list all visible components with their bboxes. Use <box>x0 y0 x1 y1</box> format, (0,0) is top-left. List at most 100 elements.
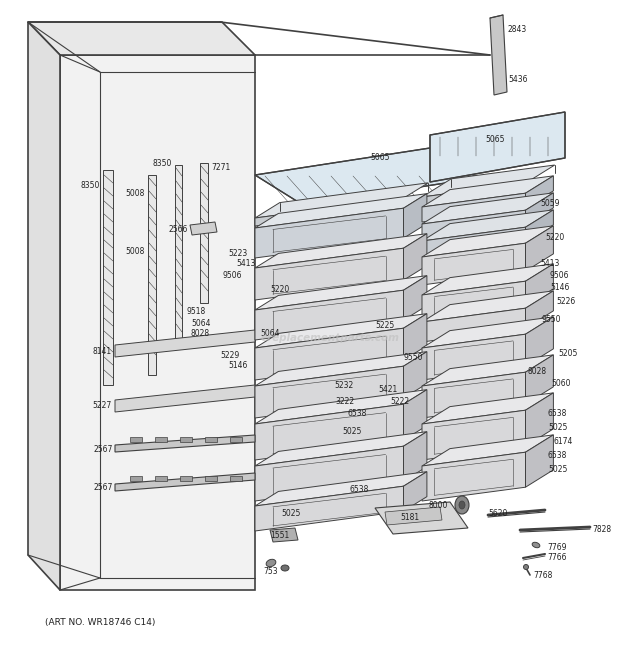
Polygon shape <box>422 210 526 239</box>
Polygon shape <box>255 366 404 418</box>
Polygon shape <box>255 198 404 226</box>
Polygon shape <box>255 248 404 300</box>
Polygon shape <box>255 233 427 268</box>
Text: 5064: 5064 <box>260 329 280 338</box>
Polygon shape <box>422 210 554 241</box>
Text: 5025: 5025 <box>281 508 300 518</box>
Polygon shape <box>255 446 404 501</box>
Text: 7271: 7271 <box>211 163 230 173</box>
Polygon shape <box>255 313 427 348</box>
Polygon shape <box>115 330 255 357</box>
Polygon shape <box>404 233 427 280</box>
Polygon shape <box>270 528 298 542</box>
Text: 5205: 5205 <box>558 348 577 358</box>
Text: 8028: 8028 <box>528 366 547 375</box>
Text: (ART NO. WR18746 C14): (ART NO. WR18746 C14) <box>45 619 156 627</box>
Polygon shape <box>526 226 554 271</box>
Bar <box>230 437 242 442</box>
Text: 5065: 5065 <box>370 153 389 161</box>
Polygon shape <box>115 473 255 491</box>
Polygon shape <box>190 222 217 235</box>
Polygon shape <box>255 404 404 460</box>
Bar <box>155 437 167 442</box>
Text: 8028: 8028 <box>191 329 210 338</box>
Text: 5421: 5421 <box>378 385 397 395</box>
Polygon shape <box>422 264 554 295</box>
Bar <box>130 476 142 481</box>
Polygon shape <box>526 355 554 404</box>
Polygon shape <box>255 183 428 218</box>
Ellipse shape <box>266 559 276 566</box>
Polygon shape <box>255 290 404 340</box>
Polygon shape <box>422 452 526 501</box>
Polygon shape <box>255 329 404 380</box>
Text: 8141: 8141 <box>93 348 112 356</box>
Bar <box>130 437 142 442</box>
Bar <box>155 476 167 481</box>
Polygon shape <box>255 148 478 205</box>
Text: 5220: 5220 <box>545 233 564 241</box>
Text: 8350: 8350 <box>153 159 172 167</box>
Polygon shape <box>115 385 255 412</box>
Ellipse shape <box>281 565 289 571</box>
Polygon shape <box>526 435 554 487</box>
Text: 5025: 5025 <box>548 465 567 475</box>
Bar <box>103 170 113 385</box>
Text: 5436: 5436 <box>508 75 528 85</box>
Text: 8350: 8350 <box>81 180 100 190</box>
Polygon shape <box>490 15 507 95</box>
Polygon shape <box>255 432 427 466</box>
Polygon shape <box>404 276 427 320</box>
Polygon shape <box>422 226 554 257</box>
Text: 5226: 5226 <box>556 297 575 307</box>
Text: 2843: 2843 <box>508 26 527 34</box>
Polygon shape <box>404 313 427 360</box>
Text: 5413: 5413 <box>237 260 256 268</box>
Polygon shape <box>375 502 468 534</box>
Text: 5229: 5229 <box>221 350 240 360</box>
Polygon shape <box>404 194 427 238</box>
Ellipse shape <box>523 564 528 570</box>
Text: 7828: 7828 <box>592 525 611 535</box>
Polygon shape <box>422 193 554 224</box>
Bar <box>230 476 242 481</box>
Polygon shape <box>422 435 554 466</box>
Polygon shape <box>422 334 526 380</box>
Text: 5065: 5065 <box>485 136 505 145</box>
Bar <box>205 437 217 442</box>
Polygon shape <box>60 55 255 590</box>
Polygon shape <box>255 389 427 424</box>
Polygon shape <box>255 486 404 531</box>
Ellipse shape <box>455 496 469 514</box>
Polygon shape <box>526 393 554 446</box>
Text: 9506: 9506 <box>223 270 242 280</box>
Text: 6538: 6538 <box>348 410 368 418</box>
Polygon shape <box>526 193 554 225</box>
Polygon shape <box>255 472 427 506</box>
Text: 9518: 9518 <box>187 307 206 315</box>
Polygon shape <box>526 264 554 306</box>
Polygon shape <box>255 208 404 258</box>
Text: 5232: 5232 <box>335 381 354 391</box>
Text: 7768: 7768 <box>533 570 552 580</box>
Text: 5025: 5025 <box>342 428 361 436</box>
Polygon shape <box>526 291 554 329</box>
Polygon shape <box>28 22 255 55</box>
Polygon shape <box>422 165 555 197</box>
Polygon shape <box>404 352 427 398</box>
Text: 5146: 5146 <box>550 284 569 293</box>
Text: 5008: 5008 <box>126 247 145 256</box>
Bar <box>175 165 182 345</box>
Text: 5620: 5620 <box>488 508 507 518</box>
Text: 6538: 6538 <box>548 451 567 461</box>
Polygon shape <box>404 472 427 511</box>
Text: 5222: 5222 <box>390 397 409 407</box>
Text: 2566: 2566 <box>169 225 188 233</box>
Bar <box>200 163 208 303</box>
Polygon shape <box>28 22 60 590</box>
Polygon shape <box>526 210 554 242</box>
Polygon shape <box>255 276 427 310</box>
Text: 5146: 5146 <box>229 362 248 371</box>
Polygon shape <box>422 176 554 207</box>
Polygon shape <box>526 176 554 208</box>
